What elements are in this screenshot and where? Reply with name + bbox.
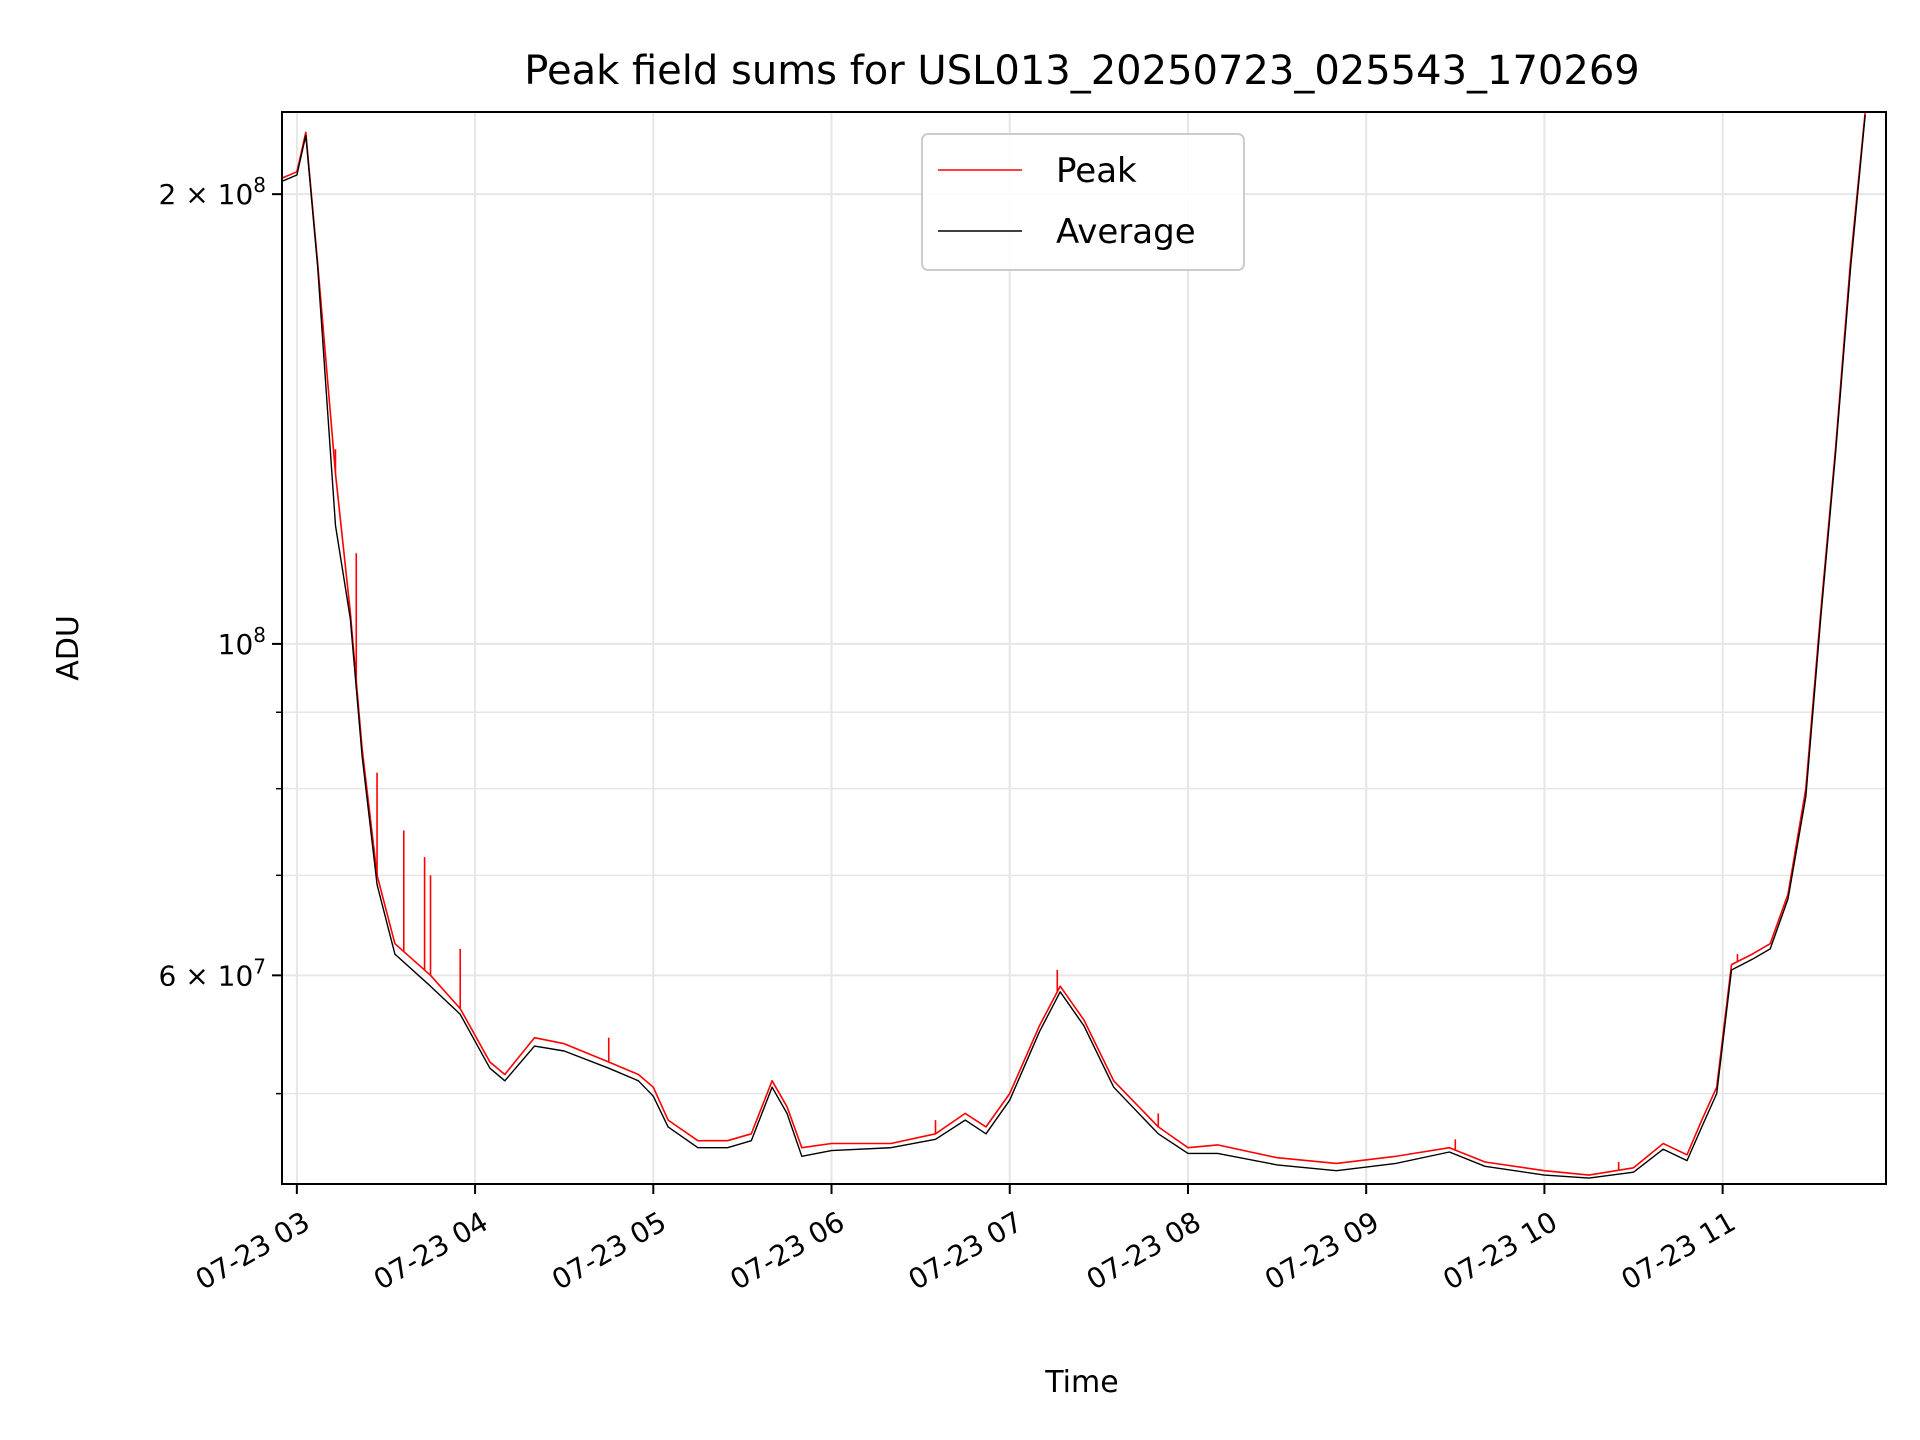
chart-title: Peak field sums for USL013_20250723_0255…: [524, 48, 1639, 94]
series-line-peak: [281, 111, 1866, 1176]
plot-series: [281, 111, 1866, 1179]
y-tick-label-exponent: 8: [253, 173, 266, 197]
y-tick-label-exponent: 8: [253, 623, 266, 647]
y-axis-label: ADU: [51, 615, 86, 681]
plot-frame: [281, 111, 1887, 1185]
y-tick-label: 6 × 107: [159, 954, 266, 992]
y-tick-label-base: 2 × 10: [159, 178, 254, 211]
y-tick-label-base: 6 × 10: [159, 959, 254, 992]
legend-box: [921, 133, 1245, 271]
y-tick-label: 108: [218, 623, 266, 661]
x-axis-label: Time: [1044, 1365, 1118, 1400]
legend-peak-label: Peak: [1056, 151, 1137, 191]
legend-average-label: Average: [1056, 212, 1196, 252]
y-tick-label-exponent: 7: [253, 954, 266, 978]
series-line-average: [281, 114, 1866, 1179]
legend: Peak Average: [921, 133, 1245, 271]
y-tick-label: 2 × 108: [159, 173, 266, 211]
y-tick-label-base: 10: [218, 628, 254, 661]
